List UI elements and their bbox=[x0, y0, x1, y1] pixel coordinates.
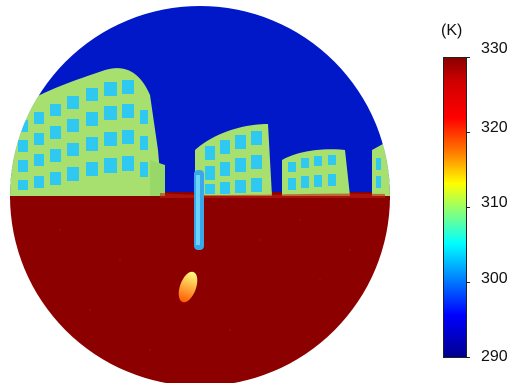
colorbar-tick-label: 330 bbox=[481, 40, 508, 57]
colorbar-tick-label: 300 bbox=[481, 270, 508, 287]
colorbar-tick-mark bbox=[466, 357, 470, 358]
colorbar-tick-label: 310 bbox=[481, 194, 508, 211]
colorbar-tick-mark bbox=[466, 57, 470, 58]
colorbar-tick-mark bbox=[466, 207, 470, 208]
colorbar-tick-label: 290 bbox=[481, 348, 508, 365]
colorbar-tick-mark bbox=[466, 282, 470, 283]
colorbar-tick-label: 320 bbox=[481, 119, 508, 136]
colorbar bbox=[443, 57, 467, 358]
hot-spot bbox=[178, 271, 198, 303]
colorbar-unit-label: (K) bbox=[441, 22, 463, 39]
center-building bbox=[195, 124, 272, 196]
left-building bbox=[10, 68, 165, 196]
colorbar-tick-mark bbox=[466, 132, 470, 133]
